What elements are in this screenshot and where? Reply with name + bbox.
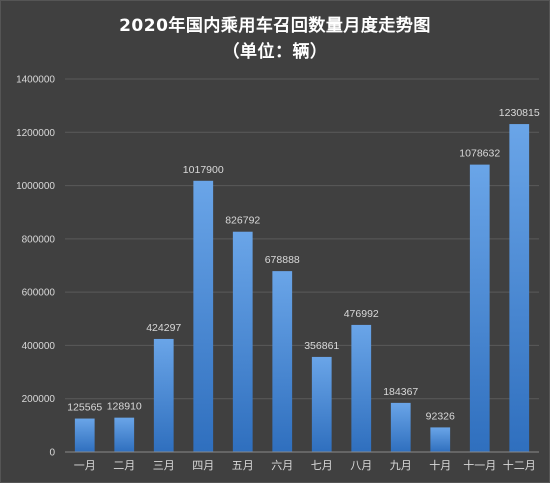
x-category-label: 八月 — [350, 459, 372, 472]
x-category-label: 一月 — [74, 459, 96, 472]
x-category-label: 五月 — [232, 459, 254, 472]
x-category-label: 三月 — [153, 459, 175, 472]
bar — [390, 402, 411, 452]
data-label: 1230815 — [499, 107, 540, 119]
x-category-label: 六月 — [271, 459, 293, 472]
chart-subtitle: （单位：辆） — [222, 42, 328, 62]
data-label: 826792 — [225, 215, 260, 227]
y-tick-label: 400000 — [22, 341, 56, 352]
bar — [311, 356, 332, 452]
x-category-label: 十二月 — [503, 458, 536, 472]
bar — [74, 418, 95, 452]
data-label: 356861 — [304, 340, 339, 352]
data-label: 1017900 — [183, 164, 224, 176]
x-axis-categories: 一月 二月 三月 四月 五月 六月 七月 八月 九月 十月 十一月 十二月 — [74, 458, 536, 472]
x-category-label: 二月 — [113, 459, 135, 472]
bar — [469, 164, 490, 452]
data-label: 1078632 — [459, 148, 500, 160]
bar — [430, 427, 451, 452]
y-tick-label: 200000 — [22, 394, 56, 405]
bar — [232, 231, 253, 452]
y-tick-label: 600000 — [22, 288, 56, 299]
data-label: 92326 — [426, 410, 455, 422]
data-label: 128910 — [107, 401, 142, 413]
x-category-label: 十月 — [429, 458, 451, 472]
y-tick-label: 1200000 — [16, 128, 55, 139]
x-category-label: 四月 — [192, 459, 214, 472]
data-label: 476992 — [344, 308, 379, 320]
y-tick-label: 1000000 — [16, 181, 55, 192]
data-label: 125565 — [67, 402, 102, 414]
bar — [193, 180, 214, 452]
bar — [351, 324, 372, 452]
bar — [272, 271, 293, 452]
y-tick-label: 1400000 — [16, 75, 55, 86]
y-tick-label: 800000 — [22, 234, 56, 245]
bar — [509, 124, 530, 452]
y-tick-label: 0 — [49, 448, 55, 459]
x-category-label: 九月 — [390, 459, 412, 472]
chart-title: 2020年国内乘用车召回数量月度走势图 — [119, 16, 431, 36]
gridlines — [65, 78, 539, 400]
y-axis-ticks: 0 200000 400000 600000 800000 1000000 1200000 1… — [16, 75, 55, 459]
x-category-label: 十一月 — [463, 458, 496, 472]
data-labels: 125565 128910 424297 1017900 826792 678888 356… — [67, 107, 540, 422]
bar — [153, 338, 174, 452]
data-label: 424297 — [146, 322, 181, 334]
bar — [114, 417, 135, 452]
data-label: 184367 — [383, 386, 418, 398]
bars — [74, 124, 530, 452]
x-category-label: 七月 — [311, 459, 333, 472]
data-label: 678888 — [265, 254, 300, 266]
